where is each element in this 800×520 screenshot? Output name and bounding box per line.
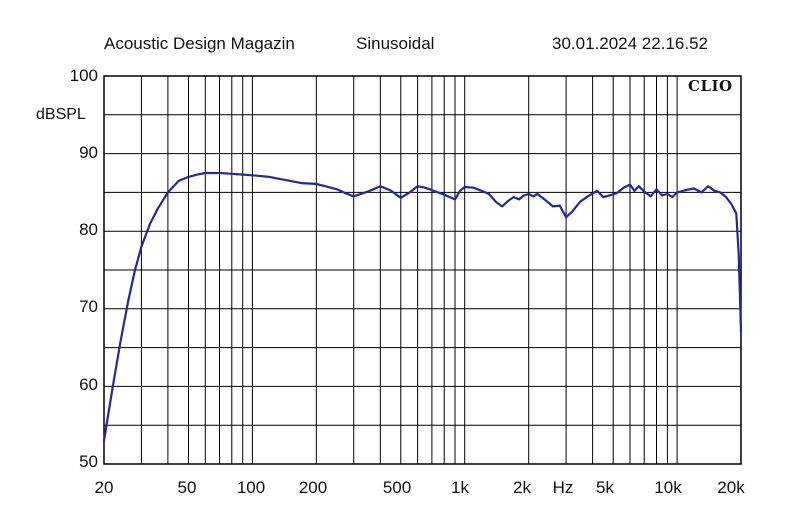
y-axis-label: dBSPL (36, 106, 86, 123)
y-tick-label: 90 (79, 143, 98, 162)
x-tick-label: 20k (717, 478, 745, 497)
clio-logo: CLIO (688, 77, 733, 95)
x-tick-label: 5k (596, 478, 614, 497)
header-timestamp: 30.01.2024 22.16.52 (552, 34, 708, 53)
x-tick-label: 10k (654, 478, 682, 497)
y-tick-label: 80 (79, 220, 98, 239)
y-tick-label: 100 (69, 66, 98, 85)
x-tick-label: 1k (451, 478, 469, 497)
y-tick-label: 60 (79, 375, 98, 394)
x-tick-label: 2k (513, 478, 531, 497)
x-tick-label: 500 (382, 478, 412, 497)
y-tick-label: 70 (79, 297, 98, 316)
header-magazine-title: Acoustic Design Magazin (104, 34, 295, 53)
x-tick-label: 200 (298, 478, 328, 497)
frequency-response-line (102, 171, 743, 442)
x-tick-label: 50 (177, 478, 197, 497)
x-tick-label: 100 (236, 478, 266, 497)
y-tick-label: 50 (79, 452, 98, 471)
plot-frame (103, 75, 742, 465)
x-tick-label: 20 (94, 478, 114, 497)
x-axis-unit-label: Hz (552, 478, 574, 497)
header-signal-type: Sinusoidal (356, 34, 435, 53)
